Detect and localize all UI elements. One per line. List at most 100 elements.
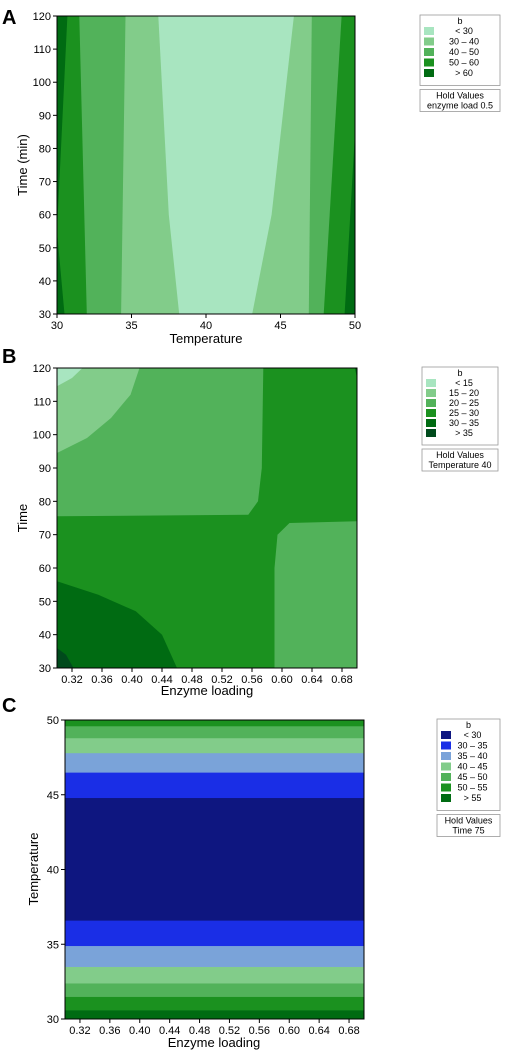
legend-label: 50 – 55 [457,783,487,793]
x-tick-label: 45 [274,320,286,332]
x-axis-label: Enzyme loading [168,1035,261,1050]
x-tick-label: 0.60 [271,674,292,686]
hold-values-box [436,814,501,837]
x-tick-label: 0.36 [91,674,112,686]
x-tick-label: 0.32 [69,1025,90,1037]
y-tick-label: 35 [47,939,59,951]
y-tick-label: 70 [39,530,51,542]
legend-swatch [424,48,434,56]
contour-region-5 [274,521,357,668]
x-axis-label: Temperature [170,331,243,346]
contour-band-2 [65,996,364,1011]
plot-area [65,720,364,1019]
y-tick-label: 30 [39,663,51,675]
x-axis-label: Enzyme loading [161,683,254,698]
legend-label: 30 – 40 [449,37,479,47]
x-tick-label: 30 [51,320,63,332]
y-axis-label: Time (min) [15,134,30,196]
y-axis-label: Time [15,504,30,532]
y-tick-label: 40 [39,276,51,288]
x-tick-label: 0.32 [61,674,82,686]
y-tick-label: 60 [39,210,51,222]
panel-letter-c: C [2,695,16,717]
legend-title: b [457,368,462,378]
y-tick-label: 50 [47,715,59,727]
legend-swatch [426,419,436,427]
x-tick-label: 0.36 [99,1025,120,1037]
legend-swatch [426,399,436,407]
legend-label: 25 – 30 [449,408,479,418]
legend-swatch [441,752,451,760]
x-tick-label: 0.68 [331,674,352,686]
y-tick-label: 50 [39,243,51,255]
contour-region-6 [57,581,177,668]
legend-swatch [441,741,451,750]
legend-label: < 30 [455,26,473,36]
legend-swatch [424,37,434,46]
y-tick-label: 50 [39,596,51,608]
y-tick-label: 100 [33,77,51,89]
contour-band-7 [65,797,364,921]
y-axis-label: Temperature [26,833,41,906]
legend-label: 50 – 60 [449,58,479,68]
contour-band-12 [65,720,364,727]
y-tick-label: 40 [39,630,51,642]
contour-band-1 [65,1010,364,1019]
x-tick-label: 0.68 [338,1025,359,1037]
legend-label: 20 – 25 [449,398,479,408]
contour-region-3 [57,368,140,453]
legend-label: < 30 [464,730,482,740]
legend-swatch [441,762,451,771]
legend-label: 40 – 45 [457,762,487,772]
legend-title: b [466,720,471,730]
legend-label: 15 – 20 [449,388,479,398]
y-tick-label: 120 [33,11,51,23]
y-tick-label: 90 [39,463,51,475]
contour-band-4 [65,966,364,984]
legend-swatch [424,27,434,35]
plot-area [57,16,355,314]
legend-swatch [441,731,451,739]
legend-label: > 60 [455,68,473,78]
y-tick-label: 120 [33,363,51,375]
panel-letter-a: A [2,7,16,29]
hold-values-value: enzyme load 0.5 [427,101,493,111]
contour-band-11 [65,725,364,739]
x-tick-label: 0.48 [189,1025,210,1037]
contour-band-5 [65,945,364,967]
plot-frame [56,367,358,669]
legend-label: 30 – 35 [457,741,487,751]
y-tick-label: 45 [47,790,59,802]
x-tick-label: 0.44 [159,1025,180,1037]
x-tick-label: 0.60 [279,1025,300,1037]
legend-label: 40 – 50 [449,47,479,57]
contour-region-8 [354,368,357,378]
y-tick-label: 30 [47,1014,59,1026]
chart-panel-b: 0.32 0.36 0.40 0.44 0.48 0.52 0.56 0.60 0.64 0.68… [15,363,499,698]
contour-band-9 [65,752,364,773]
contour-region-5 [158,16,294,314]
panel-letter-b: B [2,346,16,368]
legend-label: 35 – 40 [457,751,487,761]
x-tick-label: 0.44 [151,674,172,686]
hold-values-title: Hold Values [436,450,484,460]
x-tick-label: 35 [125,320,137,332]
legend-label: 45 – 50 [457,772,487,782]
legend-swatch [426,429,436,437]
x-tick-label: 0.52 [219,1025,240,1037]
y-tick-label: 90 [39,110,51,122]
y-tick-label: 60 [39,563,51,575]
y-tick-label: 100 [33,430,51,442]
x-tick-label: 0.40 [121,674,142,686]
x-tick-label: 0.40 [129,1025,150,1037]
legend-swatch [441,794,451,802]
y-tick-label: 110 [33,396,51,408]
contour-region-7 [57,648,74,668]
x-tick-label: 0.64 [308,1025,329,1037]
x-tick-label: 0.48 [181,674,202,686]
contour-region-4 [57,368,83,387]
contour-band-8 [65,772,364,799]
